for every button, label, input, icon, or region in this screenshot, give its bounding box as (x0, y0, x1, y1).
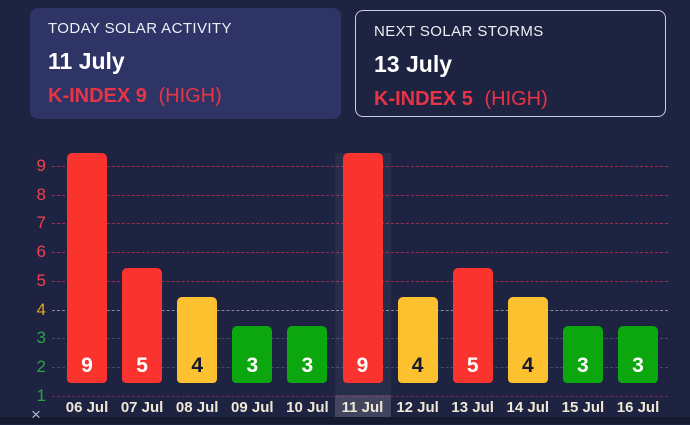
y-axis-tick-8: 8 (36, 184, 46, 204)
x-axis-label-16-jul: 16 Jul (616, 399, 660, 416)
kindex-line: K-INDEX 5 (HIGH) (374, 88, 647, 111)
y-axis-tick-4: 4 (36, 299, 46, 319)
bar-value-label: 3 (577, 354, 589, 377)
x-axis-label-12-jul: 12 Jul (396, 399, 439, 416)
bar-13-jul[interactable]: 5 (452, 268, 493, 383)
bar-07-jul[interactable]: 5 (122, 268, 163, 383)
bar-value-label: 4 (411, 354, 424, 377)
bar-14-jul[interactable]: 4 (507, 297, 548, 383)
bar-06-jul[interactable]: 9 (67, 153, 107, 383)
bar-15-jul[interactable]: 3 (562, 326, 603, 383)
k-index-bar-chart: 1 2 3 4 5 6 7 8 9 9 06 Jul 5 07 Jul 4 08 Jul 3 09 Jul 3 10… (0, 145, 690, 424)
bar-value-label: 5 (136, 354, 148, 377)
bar-11-jul[interactable]: 9 (342, 153, 383, 383)
kindex-severity: (HIGH) (158, 85, 222, 107)
bar-value-label: 4 (191, 354, 204, 377)
x-axis-label-09-jul: 09 Jul (231, 399, 274, 416)
card-title: TODAY SOLAR ACTIVITY (48, 20, 232, 37)
y-axis-tick-2: 2 (36, 356, 46, 376)
bar-value-label: 9 (81, 354, 93, 377)
bar-value-label: 4 (521, 354, 534, 377)
kindex-value: K-INDEX 9 (48, 85, 147, 107)
y-axis-tick-7: 7 (36, 213, 46, 233)
card-date: 13 July (374, 51, 452, 77)
card-title: NEXT SOLAR STORMS (374, 23, 544, 40)
y-axis-tick-6: 6 (36, 242, 46, 262)
x-axis-label-06-jul: 06 Jul (65, 399, 109, 416)
kindex-line: K-INDEX 9 (HIGH) (48, 85, 323, 108)
bar-08-jul[interactable]: 4 (177, 297, 218, 383)
next-solar-storms-card: NEXT SOLAR STORMS 13 July K-INDEX 5 (HIG… (355, 10, 666, 117)
x-axis-label-11-jul: 11 Jul (341, 399, 384, 416)
x-axis-label-10-jul: 10 Jul (286, 399, 329, 416)
bar-value-label: 9 (356, 354, 369, 377)
bar-10-jul[interactable]: 3 (287, 326, 328, 383)
reset-zoom-icon[interactable]: × (31, 405, 41, 424)
bar-value-label: 5 (466, 354, 479, 377)
card-date: 11 July (48, 48, 125, 74)
bar-value-label: 3 (246, 354, 259, 377)
gridline-1 (52, 395, 668, 397)
y-axis-tick-3: 3 (36, 328, 46, 348)
bottom-panel-edge (0, 417, 690, 424)
y-axis-tick-1: 1 (36, 385, 46, 405)
bar-value-label: 3 (301, 354, 314, 377)
x-axis-label-14-jul: 14 Jul (506, 399, 550, 416)
y-axis-tick-9: 9 (36, 156, 46, 175)
x-axis-label-07-jul: 07 Jul (120, 399, 164, 416)
x-axis-label-13-jul: 13 Jul (451, 399, 494, 416)
kindex-severity: (HIGH) (484, 88, 548, 110)
bar-09-jul[interactable]: 3 (232, 326, 273, 383)
bar-12-jul[interactable]: 4 (397, 297, 438, 383)
today-solar-activity-card: TODAY SOLAR ACTIVITY 11 July K-INDEX 9 (… (30, 8, 341, 119)
bar-value-label: 3 (632, 354, 644, 377)
x-axis-label-15-jul: 15 Jul (561, 399, 605, 416)
today-label-highlight (334, 395, 391, 417)
x-axis-label-08-jul: 08 Jul (175, 399, 219, 416)
y-axis-tick-5: 5 (36, 270, 46, 290)
bar-16-jul[interactable]: 3 (618, 326, 658, 383)
kindex-value: K-INDEX 5 (374, 88, 473, 110)
